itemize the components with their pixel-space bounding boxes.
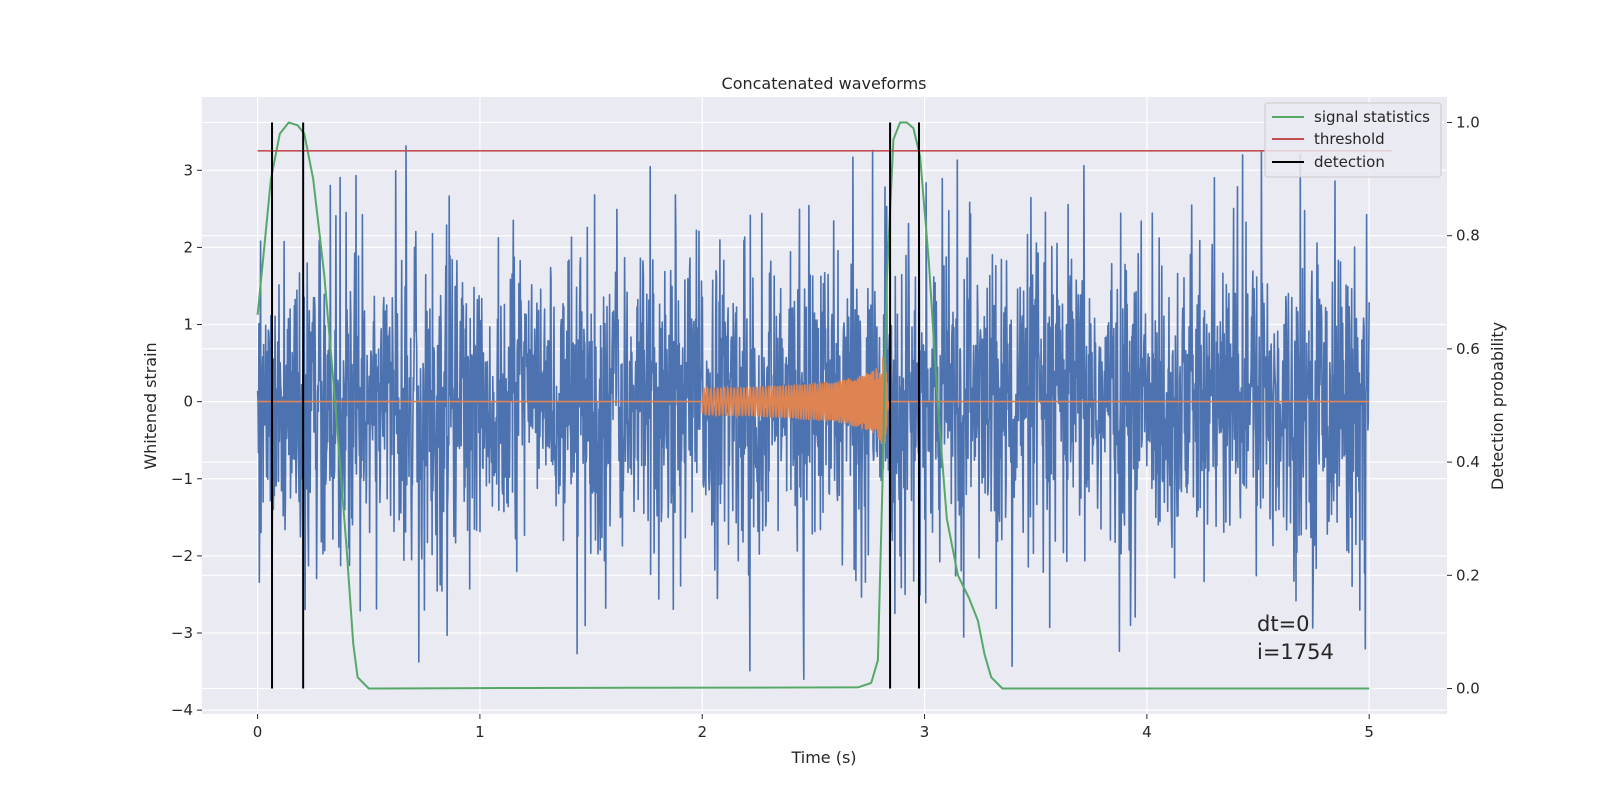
y-tick-label-left: 3 — [183, 161, 193, 179]
annotation-dt: dt=0 — [1257, 612, 1310, 636]
y-tick-label-left: −2 — [171, 547, 193, 565]
x-tick-label: 3 — [920, 723, 930, 741]
legend-box — [1264, 102, 1442, 178]
y-tick-label-left: 1 — [183, 316, 193, 334]
y-tick-label-right: 0.2 — [1456, 566, 1480, 584]
legend-label-signal-statistics: signal statistics — [1314, 108, 1430, 126]
chirp-series — [257, 356, 1370, 445]
y-tick-label-left: 2 — [183, 238, 193, 256]
x-axis-label: Time (s) — [790, 748, 856, 767]
x-tick-label: 2 — [697, 723, 707, 741]
x-tick-label: 1 — [475, 723, 485, 741]
y-axis-label-right: Detection probability — [1488, 322, 1507, 490]
annotation-i: i=1754 — [1257, 640, 1334, 664]
x-tick-label: 4 — [1142, 723, 1152, 741]
y-tick-label-right: 0.6 — [1456, 340, 1480, 358]
y-tick-label-right: 0.0 — [1456, 680, 1480, 698]
ticks: 0 1 2 3 4 5 −4 −3 −2 −1 0 1 2 3 0.0 0.2 0.4 0.6 0.8 1.0 — [171, 113, 1480, 741]
y-tick-label-left: −1 — [171, 470, 193, 488]
y-tick-label-left: −4 — [171, 701, 193, 719]
y-tick-label-right: 0.4 — [1456, 453, 1480, 471]
y-tick-label-right: 0.8 — [1456, 227, 1480, 245]
chirp-line — [257, 356, 1370, 445]
legend-label-threshold: threshold — [1314, 130, 1385, 148]
chart-title: Concatenated waveforms — [722, 74, 927, 93]
probability-series — [256, 121, 1392, 690]
x-tick-label: 5 — [1364, 723, 1374, 741]
x-tick-label: 0 — [253, 723, 263, 741]
plot-area — [256, 121, 1392, 690]
y-tick-label-right: 1.0 — [1456, 113, 1480, 131]
y-tick-label-left: 0 — [183, 393, 193, 411]
legend-label-detection: detection — [1314, 153, 1385, 171]
y-tick-label-left: −3 — [171, 624, 193, 642]
legend: signal statistics threshold detection — [1264, 102, 1442, 178]
y-axis-label-left: Whitened strain — [141, 342, 160, 469]
